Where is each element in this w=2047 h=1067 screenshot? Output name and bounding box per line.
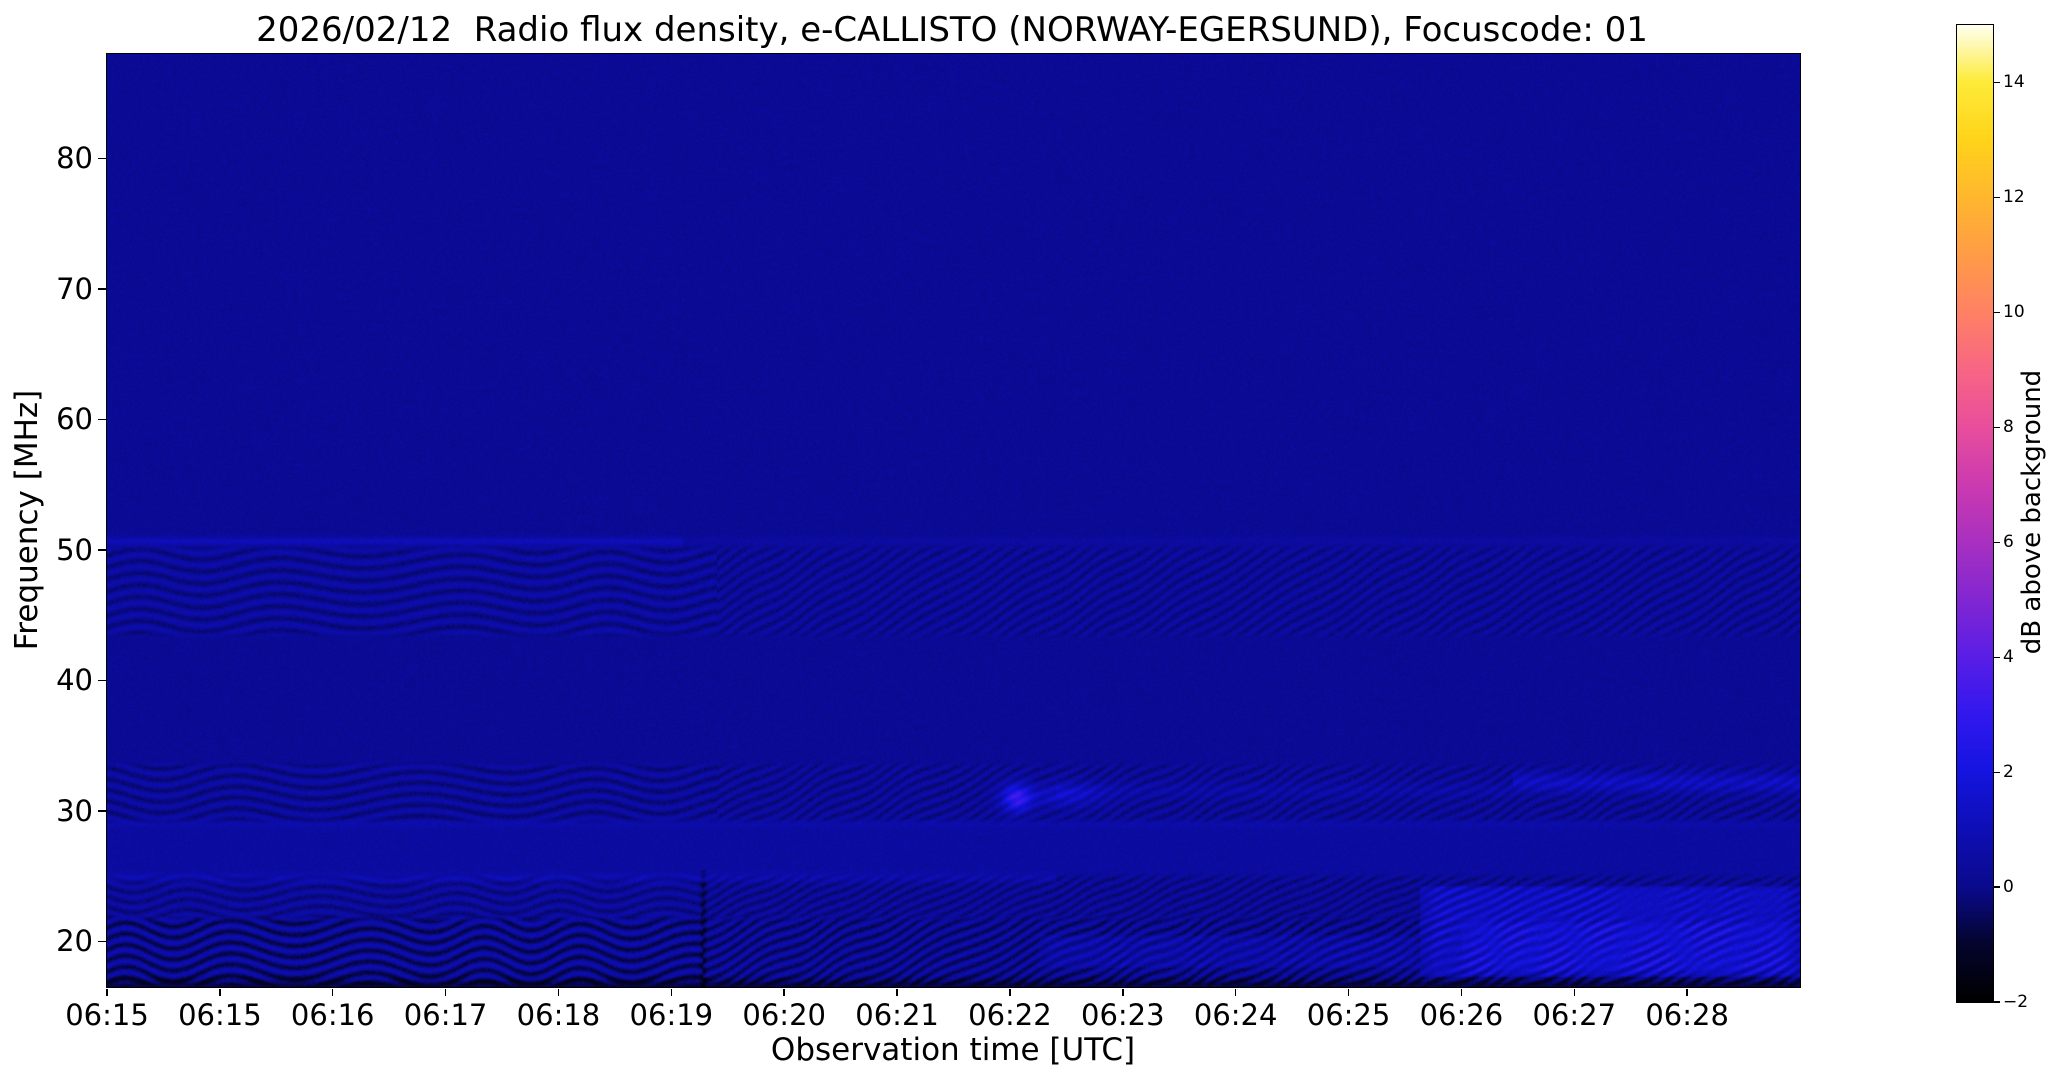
y-tick-mark bbox=[98, 419, 106, 421]
colorbar-tick-mark bbox=[1994, 82, 2000, 83]
x-axis-label: Observation time [UTC] bbox=[771, 1032, 1135, 1067]
x-tick-label: 06:16 bbox=[291, 998, 375, 1032]
y-axis-label: Frequency [MHz] bbox=[9, 390, 45, 651]
x-tick-mark bbox=[1009, 989, 1011, 996]
y-tick-mark bbox=[98, 810, 106, 812]
colorbar-tick-label: 14 bbox=[2003, 72, 2025, 92]
colorbar-tick-mark bbox=[1994, 197, 2000, 198]
x-tick-mark bbox=[219, 989, 221, 996]
x-tick-mark bbox=[1686, 989, 1688, 996]
y-tick-mark bbox=[98, 288, 106, 290]
y-tick-mark bbox=[98, 941, 106, 943]
x-tick-mark bbox=[445, 989, 447, 996]
x-tick-label: 06:22 bbox=[968, 998, 1052, 1032]
y-tick-label: 30 bbox=[56, 794, 93, 828]
x-tick-label: 06:21 bbox=[855, 998, 939, 1032]
x-tick-mark bbox=[106, 989, 108, 996]
y-tick-label: 50 bbox=[56, 533, 93, 567]
y-tick-mark bbox=[98, 158, 106, 160]
x-tick-label: 06:28 bbox=[1645, 998, 1729, 1032]
colorbar-canvas bbox=[1957, 25, 1993, 1002]
colorbar-tick-mark bbox=[1994, 427, 2000, 428]
colorbar-tick-mark bbox=[1994, 542, 2000, 543]
x-tick-label: 06:18 bbox=[517, 998, 601, 1032]
x-tick-mark bbox=[1235, 989, 1237, 996]
colorbar-tick-label: 8 bbox=[2003, 417, 2014, 437]
x-tick-mark bbox=[332, 989, 334, 996]
x-tick-mark bbox=[1574, 989, 1576, 996]
colorbar-tick-mark bbox=[1994, 312, 2000, 313]
y-tick-label: 40 bbox=[56, 663, 93, 697]
y-tick-label: 60 bbox=[56, 402, 93, 436]
x-tick-label: 06:23 bbox=[1081, 998, 1165, 1032]
figure: 2026/02/12 Radio flux density, e-CALLIST… bbox=[0, 0, 2047, 1067]
x-tick-mark bbox=[783, 989, 785, 996]
x-tick-label: 06:20 bbox=[742, 998, 826, 1032]
x-tick-label: 06:27 bbox=[1532, 998, 1616, 1032]
x-tick-mark bbox=[558, 989, 560, 996]
colorbar-tick-label: 12 bbox=[2003, 187, 2025, 207]
colorbar-tick-mark bbox=[1994, 657, 2000, 658]
colorbar-tick-mark bbox=[1994, 886, 2000, 887]
y-tick-label: 20 bbox=[56, 924, 93, 958]
colorbar bbox=[1956, 24, 1994, 1003]
y-tick-mark bbox=[98, 680, 106, 682]
colorbar-label: dB above background bbox=[2017, 370, 2047, 654]
colorbar-tick-label: 2 bbox=[2003, 762, 2014, 782]
x-tick-label: 06:26 bbox=[1420, 998, 1504, 1032]
x-tick-mark bbox=[671, 989, 673, 996]
colorbar-tick-label: 6 bbox=[2003, 532, 2014, 552]
x-tick-label: 06:17 bbox=[404, 998, 488, 1032]
x-tick-mark bbox=[1348, 989, 1350, 996]
x-tick-mark bbox=[1461, 989, 1463, 996]
spectrogram-canvas bbox=[107, 54, 1800, 987]
colorbar-tick-label: 4 bbox=[2003, 647, 2014, 667]
x-tick-mark bbox=[1122, 989, 1124, 996]
plot-title: 2026/02/12 Radio flux density, e-CALLIST… bbox=[256, 10, 1648, 50]
x-tick-label: 06:19 bbox=[630, 998, 714, 1032]
colorbar-tick-mark bbox=[1994, 772, 2000, 773]
x-tick-mark bbox=[896, 989, 898, 996]
x-tick-label: 06:24 bbox=[1194, 998, 1278, 1032]
colorbar-tick-label: 0 bbox=[2003, 877, 2014, 897]
plot-area bbox=[106, 53, 1801, 988]
colorbar-tick-label: 10 bbox=[2003, 302, 2025, 322]
colorbar-tick-mark bbox=[1994, 1001, 2000, 1002]
y-tick-label: 70 bbox=[56, 272, 93, 306]
x-tick-label: 06:15 bbox=[178, 998, 262, 1032]
x-tick-label: 06:25 bbox=[1307, 998, 1391, 1032]
y-tick-mark bbox=[98, 549, 106, 551]
colorbar-tick-label: −2 bbox=[2003, 992, 2028, 1012]
x-tick-label: 06:15 bbox=[65, 998, 149, 1032]
y-tick-label: 80 bbox=[56, 141, 93, 175]
